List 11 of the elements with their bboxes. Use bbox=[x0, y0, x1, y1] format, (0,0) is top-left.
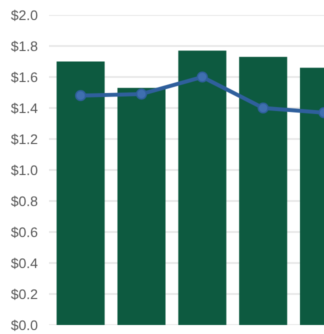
y-tick-label: $1.0 bbox=[11, 164, 38, 176]
y-tick-label: $0.2 bbox=[11, 288, 38, 300]
y-tick-label: $1.2 bbox=[11, 134, 38, 145]
y-tick-label: $2.0 bbox=[11, 10, 38, 21]
y-tick-label: $0.0 bbox=[11, 320, 38, 331]
y-tick-label: $0.8 bbox=[11, 196, 38, 207]
y-tick-label: $1.4 bbox=[11, 102, 38, 114]
y-tick-label: $1.8 bbox=[11, 40, 38, 52]
y-tick-label: $0.4 bbox=[11, 258, 38, 269]
y-tick-label: $0.6 bbox=[11, 226, 38, 238]
y-tick-label: $1.6 bbox=[11, 72, 38, 83]
